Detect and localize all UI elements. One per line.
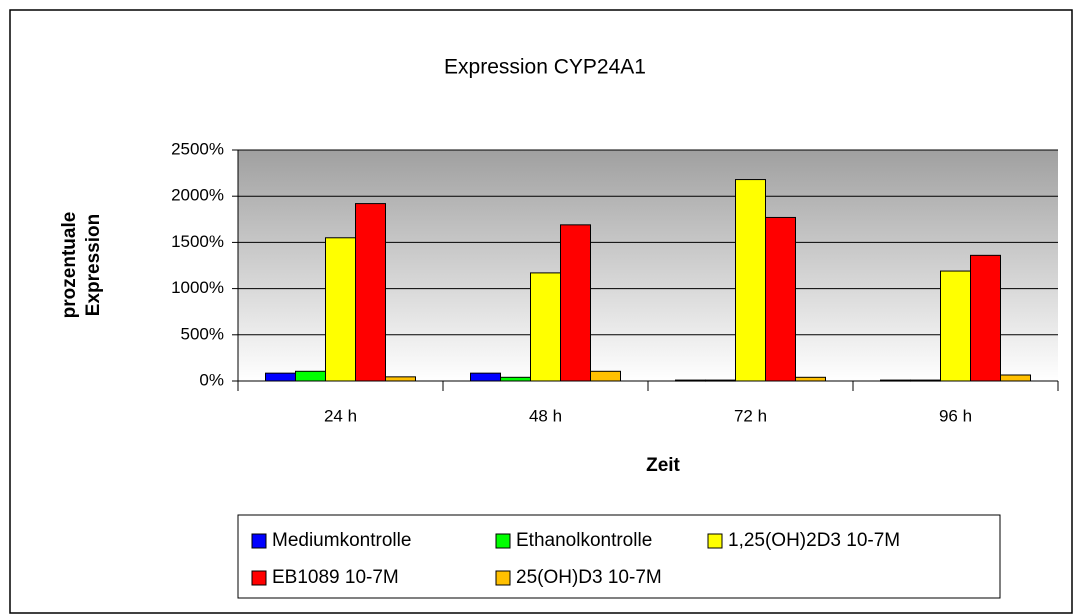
legend-label: 1,25(OH)2D3 10-7M [728,530,900,551]
bar [325,237,356,382]
bar [705,379,736,382]
legend-label: Ethanolkontrolle [516,530,652,551]
legend-label: Mediumkontrolle [272,530,411,551]
legend-label: 25(OH)D3 10-7M [516,567,662,588]
y-axis-title: prozentuale Expression [59,212,104,319]
legend-swatch [495,533,511,549]
bar [735,179,766,382]
bar [530,272,561,382]
chart-title: Expression CYP24A1 [444,56,646,79]
y-tick-label: 500% [181,324,224,343]
bar [385,376,416,382]
bar [500,376,531,382]
bar [295,370,326,382]
legend-label: EB1089 10-7M [272,567,399,588]
y-tick-label: 2000% [171,186,224,205]
legend-swatch [251,570,267,586]
bar [1000,374,1031,382]
x-axis-title: Zeit [646,455,680,476]
bar [940,270,971,382]
bar [675,379,706,382]
bar [265,372,296,382]
bar [795,376,826,382]
x-tick-label: 48 h [529,406,562,425]
y-axis-title-line: prozentuale [59,212,80,319]
y-tick-label: 1000% [171,278,224,297]
bar [560,224,591,382]
bar [355,203,386,382]
x-tick-label: 24 h [324,406,357,425]
x-tick-label: 96 h [939,406,972,425]
bar [880,379,911,382]
bar [765,216,796,382]
legend-swatch [495,570,511,586]
bar [970,254,1001,382]
bar [470,372,501,382]
bar [590,370,621,382]
x-tick-label: 72 h [734,406,767,425]
legend-swatch [251,533,267,549]
y-tick-label: 0% [199,370,224,389]
y-axis-title-line: Expression [83,214,104,316]
legend-box [237,514,1001,599]
legend-swatch [707,533,723,549]
bar [910,379,941,382]
y-tick-label: 1500% [171,232,224,251]
y-tick-label: 2500% [171,139,224,158]
